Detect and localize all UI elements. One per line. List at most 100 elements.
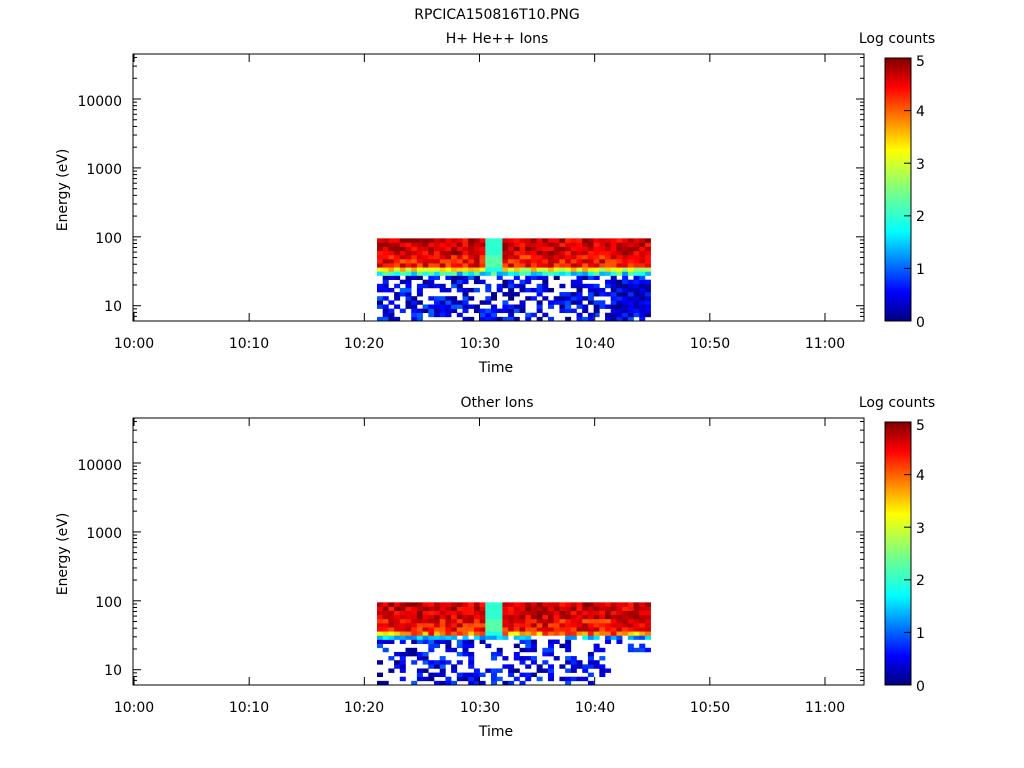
heatmap-cell (627, 627, 634, 632)
heatmap-cell (627, 618, 634, 624)
heatmap-cell (593, 287, 600, 293)
heatmap-cell (468, 304, 475, 309)
heatmap-cell (416, 631, 423, 636)
heatmap-cell (462, 614, 469, 620)
heatmap-cell (399, 635, 406, 640)
heatmap-cell (411, 680, 418, 686)
heatmap-cell (382, 304, 389, 309)
colorbar-tick-label: 0 (916, 679, 925, 695)
heatmap-cell (491, 672, 498, 678)
heatmap-cell (456, 660, 463, 665)
heatmap-cell (445, 296, 452, 301)
x-tick-label: 10:00 (114, 700, 154, 716)
heatmap-cell (434, 606, 441, 611)
heatmap-cell (639, 254, 646, 260)
heatmap-cell (610, 308, 617, 314)
heatmap-cell (525, 656, 532, 661)
heatmap-cell (388, 631, 395, 636)
heatmap-cell (382, 639, 389, 644)
heatmap-cell (542, 627, 549, 632)
heatmap-cell (599, 263, 606, 268)
heatmap-cell (485, 259, 492, 264)
heatmap-cell (394, 250, 401, 256)
heatmap-cell (451, 250, 458, 256)
heatmap-cell (519, 308, 526, 314)
heatmap-cell (599, 259, 606, 264)
heatmap-cell (502, 618, 509, 624)
heatmap-cell (445, 610, 452, 616)
heatmap-cell (445, 259, 452, 264)
heatmap-cell (468, 618, 475, 624)
heatmap-cell (530, 643, 537, 649)
heatmap-cell (405, 631, 412, 636)
heatmap-cell (405, 263, 412, 268)
heatmap-cell (610, 614, 617, 620)
heatmap-cell (570, 271, 577, 276)
heatmap-cell (485, 614, 492, 620)
heatmap-cell (565, 631, 572, 636)
heatmap-cell (377, 614, 384, 620)
heatmap-cell (422, 610, 429, 616)
heatmap-cell (485, 627, 492, 632)
heatmap-cell (405, 279, 412, 285)
heatmap-cell (439, 602, 446, 607)
heatmap-cell (399, 610, 406, 616)
heatmap-cell (559, 267, 566, 272)
heatmap-cell (491, 316, 498, 322)
heatmap-cell (399, 271, 406, 276)
heatmap-cell (565, 614, 572, 620)
heatmap-cell (559, 271, 566, 276)
heatmap-cell (536, 254, 543, 260)
heatmap-cell (434, 627, 441, 632)
heatmap-cell (502, 602, 509, 607)
heatmap-cell (491, 246, 498, 252)
heatmap-cell (399, 602, 406, 607)
heatmap-cell (451, 300, 458, 305)
heatmap-cell (496, 267, 503, 272)
heatmap-cell (462, 263, 469, 268)
heatmap-cell (456, 651, 463, 657)
heatmap-cell (411, 246, 418, 252)
heatmap-cell (399, 242, 406, 247)
heatmap-cell (627, 606, 634, 611)
heatmap-cell (394, 292, 401, 297)
heatmap-cell (445, 647, 452, 653)
heatmap-cell (508, 271, 515, 276)
heatmap-cell (570, 300, 577, 305)
heatmap-cell (525, 606, 532, 611)
heatmap-cell (377, 254, 384, 260)
heatmap-cell (587, 627, 594, 632)
heatmap-cell (485, 254, 492, 260)
heatmap-cell (382, 606, 389, 611)
heatmap-cell (508, 254, 515, 260)
colorbar (884, 421, 912, 686)
heatmap-cell (565, 635, 572, 640)
heatmap-cell (399, 614, 406, 620)
heatmap-cell (639, 263, 646, 268)
heatmap-cell (411, 296, 418, 301)
heatmap-cell (382, 614, 389, 620)
heatmap-cell (422, 254, 429, 260)
heatmap-cell (456, 242, 463, 247)
heatmap-cell (582, 635, 589, 640)
heatmap-cell (394, 259, 401, 264)
x-tick-label: 10:10 (229, 700, 269, 716)
heatmap-cell (405, 275, 412, 280)
heatmap-cell (394, 664, 401, 669)
heatmap-cell (462, 606, 469, 611)
heatmap-cell (536, 627, 543, 632)
heatmap-cell (576, 627, 583, 632)
heatmap-cell (536, 618, 543, 624)
heatmap-cell (593, 275, 600, 280)
heatmap-cell (394, 246, 401, 252)
heatmap-cell (610, 602, 617, 607)
heatmap-cell (616, 263, 623, 268)
heatmap-cell (399, 279, 406, 285)
heatmap-cell (513, 623, 520, 628)
heatmap-cell (456, 267, 463, 272)
heatmap-cell (525, 664, 532, 669)
heatmap-cell (451, 308, 458, 314)
heatmap-cell (559, 246, 566, 252)
heatmap-cell (411, 606, 418, 611)
heatmap-cell (644, 610, 651, 616)
